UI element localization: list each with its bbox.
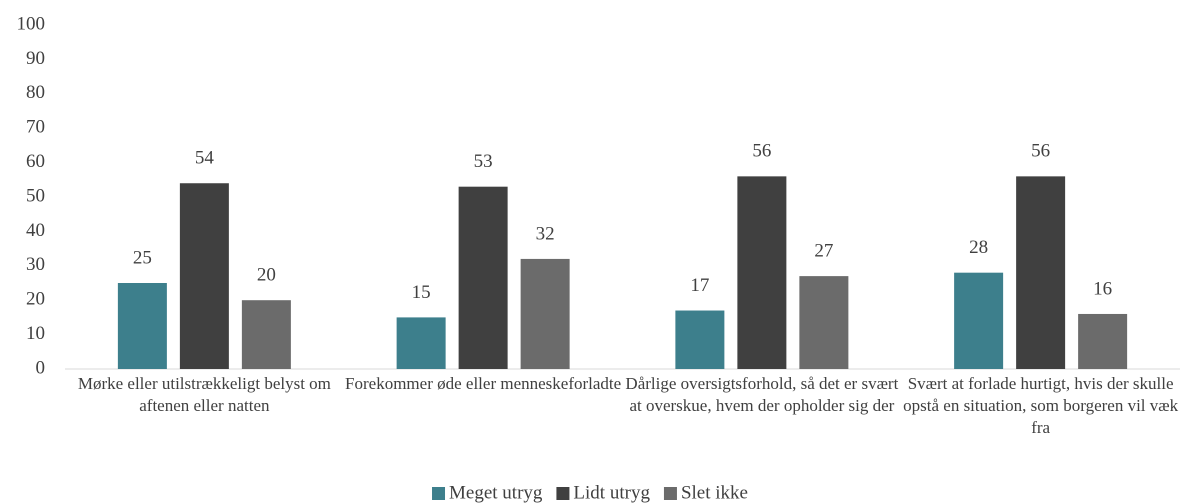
x-tick-label: Svært at forlade hurtigt, hvis der skull… [903,374,1179,437]
data-label: 15 [412,282,431,303]
y-tick-label: 60 [26,151,45,172]
data-label: 54 [195,148,215,169]
data-label: 56 [1031,141,1050,162]
data-label: 27 [814,240,833,261]
x-tick-label-box: Svært at forlade hurtigt, hvis der skull… [903,374,1179,437]
y-tick-label: 70 [26,117,45,138]
bar [458,186,508,369]
bar [799,276,849,369]
bar [117,283,167,369]
data-label: 28 [969,237,988,258]
y-tick-label: 100 [17,13,46,34]
bar [954,272,1004,369]
bar [396,317,446,369]
x-tick-label-box: Mørke eller utilstrækkeligt belyst om af… [77,374,331,415]
data-label: 16 [1093,278,1112,299]
x-tick-label-box: Forekommer øde eller menneskeforladte [345,374,622,393]
x-tick-label-box: Dårlige oversigtsforhold, så det er svær… [625,374,899,415]
bar [520,258,570,369]
x-tick-label: Mørke eller utilstrækkeligt belyst om af… [77,374,331,415]
legend-label: Meget utryg [449,482,543,503]
y-tick-label: 30 [26,254,45,275]
bar [1016,176,1066,369]
bar [675,310,725,369]
legend-swatch [432,487,446,500]
bar [737,176,787,369]
data-label: 20 [257,265,276,286]
data-label: 53 [474,151,493,172]
bar [241,300,291,369]
bar [179,183,229,369]
legend-label: Lidt utryg [573,482,650,503]
y-tick-label: 10 [26,323,45,344]
y-tick-label: 50 [26,185,45,206]
bar [1078,313,1128,369]
y-tick-label: 90 [26,48,45,69]
data-label: 56 [752,141,771,162]
y-tick-label: 20 [26,289,45,310]
y-tick-label: 40 [26,220,45,241]
data-label: 17 [690,275,709,296]
legend-swatch [556,487,570,500]
data-label: 32 [536,223,555,244]
legend: Meget utryg Lidt utryg Slet ikke [432,482,748,503]
y-tick-label: 0 [36,357,46,378]
x-tick-label: Dårlige oversigtsforhold, så det er svær… [625,374,899,415]
x-tick-label: Forekommer øde eller menneskeforladte [345,374,622,393]
y-tick-label: 80 [26,82,45,103]
legend-label: Slet ikke [681,482,748,503]
data-label: 25 [133,247,152,268]
legend-swatch [663,487,677,500]
